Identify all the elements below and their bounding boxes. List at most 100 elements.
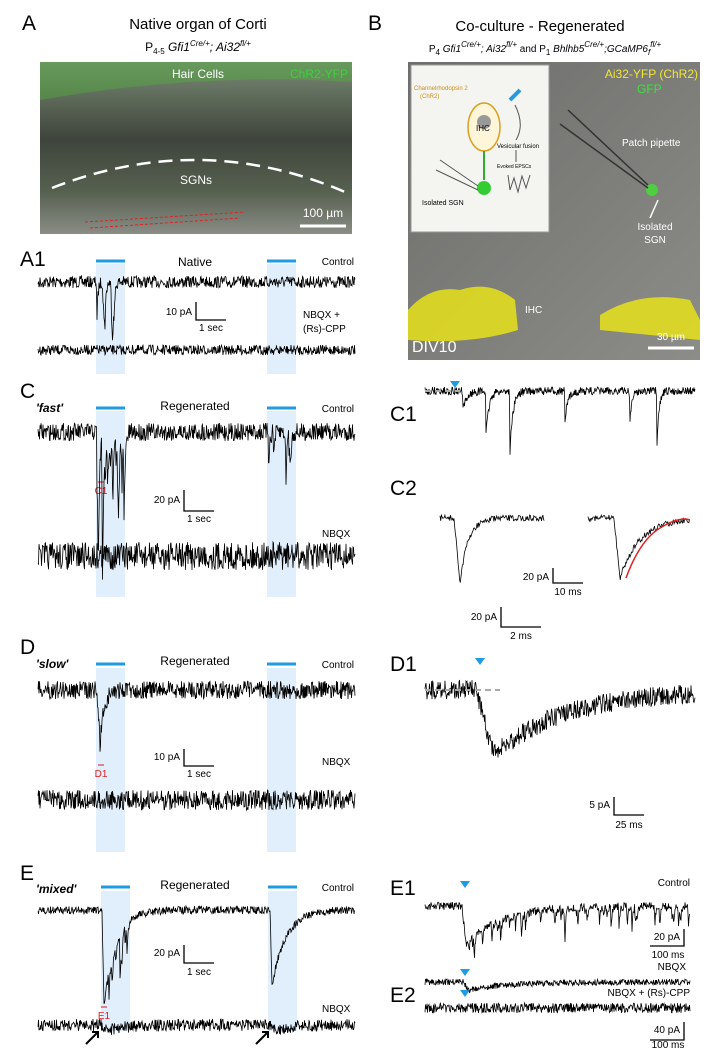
text: 4 [436,48,441,57]
genotype: P4 Gfi1Cre/+; Ai32fl/+ and P1 Bhlhb5Cre/… [429,40,662,57]
trace-label: Control [322,883,354,894]
text: 4-5 [153,47,165,56]
response-type: 'mixed' [36,882,78,896]
genotype: P4-5 Gfi1Cre/+; Ai32fl/+ [145,39,251,56]
trace [424,386,696,455]
scale-bar [183,490,214,512]
trace [37,1018,356,1036]
scale-label: 25 ms [615,820,642,831]
panel-e2: E2 NBQX + (Rs)-CPP 40 pA 100 ms [390,984,690,1049]
panel-label: D [20,636,35,659]
trace-label: NBQX [322,1004,351,1015]
sgn-sketch [477,181,491,195]
scale-label: 30 µm [657,332,685,343]
inset-label: (ChR2) [420,94,439,100]
trace [424,977,691,994]
text: Gfi1 [440,44,461,55]
arrow [85,1031,99,1045]
scale-bar [650,1022,685,1041]
image-label: Patch pipette [622,138,681,149]
panel-label: C1 [390,403,417,426]
response-type: 'fast' [36,401,64,415]
inset-label: Channelrhodopsin 2 [414,86,468,92]
fit-curve [625,518,691,579]
trace [37,789,356,812]
text: ; Ai32 [481,44,507,55]
arrow [649,199,659,219]
image-label: Isolated [637,222,672,233]
trace-label: (Rs)-CPP [303,324,346,335]
panel-d1: D1 5 pA 25 ms [390,653,644,831]
scale-label: 10 pA [154,752,180,763]
ihc-signal [408,286,518,342]
panel-e1: E1 Control 20 pA 100 ms NBQX [390,877,690,976]
scale-label: 100 µm [303,206,343,220]
image-label: ChR2-YFP [290,67,348,81]
text: fl/+ [650,40,661,49]
panel-c1: C1 20 pA 10 ms [390,381,583,598]
legend-entry: Ai32-YFP (ChR2) [605,67,698,81]
light-window [96,668,125,852]
hair-cell-signal [40,62,352,100]
text: and P [517,44,546,55]
scale-label: 20 pA [154,948,180,959]
pipette [567,109,649,186]
trace-label: Control [322,404,354,415]
arrow [514,104,521,162]
trace [587,513,690,580]
micrograph [40,62,352,234]
inset-label: Vesicular fusion [497,144,539,150]
text: fl/+ [506,40,517,49]
condition: Native [178,255,212,269]
arrow [255,1031,269,1045]
text: Bhlhb5 [550,44,584,55]
inset-label: Isolated SGN [422,200,464,207]
light-window [267,668,296,852]
light [508,88,522,102]
light-window [101,891,130,1031]
scale-bar [183,749,214,767]
trace [37,274,356,341]
image-label: Hair Cells [172,67,224,81]
trace [424,679,696,758]
condition: Regenerated [160,878,229,892]
scale-label: 20 pA [523,572,549,583]
scale-label: 10 ms [554,587,581,598]
ihc-signal [600,297,700,340]
inset-label: IHC [476,124,490,133]
trace [424,1001,691,1014]
panel-a1: A1 Native Control 10 pA 1 sec NBQX + (Rs… [20,248,354,374]
trace-label: NBQX [322,757,351,768]
text: f [648,48,651,57]
scale-bar [500,607,541,628]
nucleus [477,115,491,129]
text: Gfi1 [165,40,190,54]
light-window [268,891,297,1031]
trace [37,422,356,580]
panel-label: E [20,862,34,885]
stimulus [460,990,470,997]
text: ; Ai32 [210,40,241,54]
trace-label: NBQX + [303,310,340,321]
trace [37,343,356,357]
scale-label: 20 pA [471,612,497,623]
image-label: SGNs [180,173,212,187]
scale-label: 1 sec [187,514,211,525]
trace-label: NBQX + (Rs)-CPP [607,988,690,999]
trace [439,513,545,583]
text: ;GCaMP6 [604,44,648,55]
pipette-sketch [435,159,479,191]
panel-label: C2 [390,477,417,500]
trace [37,540,356,571]
sgn-cell [646,184,658,196]
scale-label: 1 sec [187,769,211,780]
panel-a: A Native organ of Corti P4-5 Gfi1Cre/+; … [22,12,352,234]
text: fl/+ [240,39,251,48]
trace [37,680,356,752]
scale-label: 1 sec [199,323,223,334]
panel-label: A [22,12,36,35]
trace-label: Control [658,878,690,889]
scale-label: 40 pA [654,1025,680,1036]
scale-bar [195,302,226,321]
condition: Regenerated [160,654,229,668]
